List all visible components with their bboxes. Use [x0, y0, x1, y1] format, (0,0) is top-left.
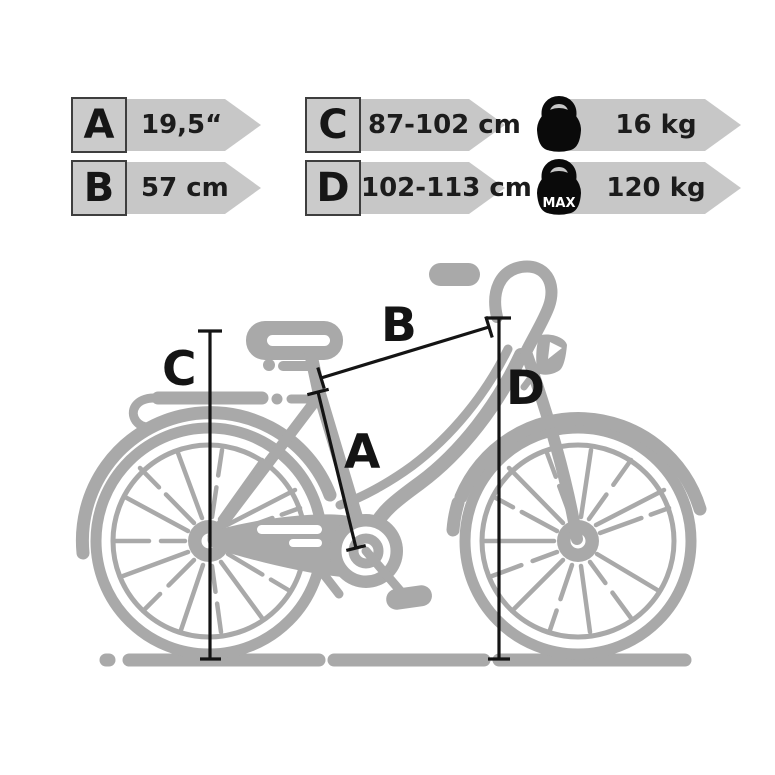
weight-banner-1: [549, 99, 741, 151]
badge-letter-b: B: [83, 165, 115, 211]
measure-a: A: [306, 387, 381, 552]
kettlebell-max-label: MAX: [542, 196, 575, 211]
badge-letterbox-b: B: [71, 160, 127, 216]
badge-value-c: 87-102 cm: [368, 110, 521, 140]
badge-value-b: 57 cm: [141, 173, 229, 203]
handlebar-grip: [429, 263, 480, 286]
weight-value-2: 120 kg: [606, 173, 706, 203]
badge-value-a: 19,5“: [141, 110, 223, 140]
headlight: [520, 334, 567, 391]
kettlebell-max-icon: MAX: [537, 159, 581, 215]
badge-letterbox-a: A: [71, 97, 127, 153]
measure-label-b: B: [381, 298, 417, 353]
badge-letterbox-d: D: [305, 160, 361, 216]
measure-c: C: [162, 329, 222, 661]
measure-label-d: D: [506, 361, 545, 416]
badge-letterbox-c: C: [305, 97, 361, 153]
front-wheel: [459, 422, 697, 660]
badge-letter-d: D: [316, 165, 350, 211]
badge-letter-a: A: [83, 102, 115, 148]
rear-fender: [75, 406, 337, 560]
kettlebell-icon: [537, 96, 581, 152]
measure-label-c: C: [162, 342, 197, 397]
weight-banner-2: [549, 162, 741, 214]
weight-value-1: 16 kg: [615, 110, 697, 140]
front-fender: [446, 412, 707, 537]
measure-d: D: [487, 316, 545, 661]
badge-letter-c: C: [318, 102, 348, 148]
saddle: [246, 321, 343, 399]
measure-b: B: [316, 298, 494, 389]
measure-label-a: A: [344, 425, 381, 480]
badge-value-d: 102-113 cm: [361, 173, 532, 203]
